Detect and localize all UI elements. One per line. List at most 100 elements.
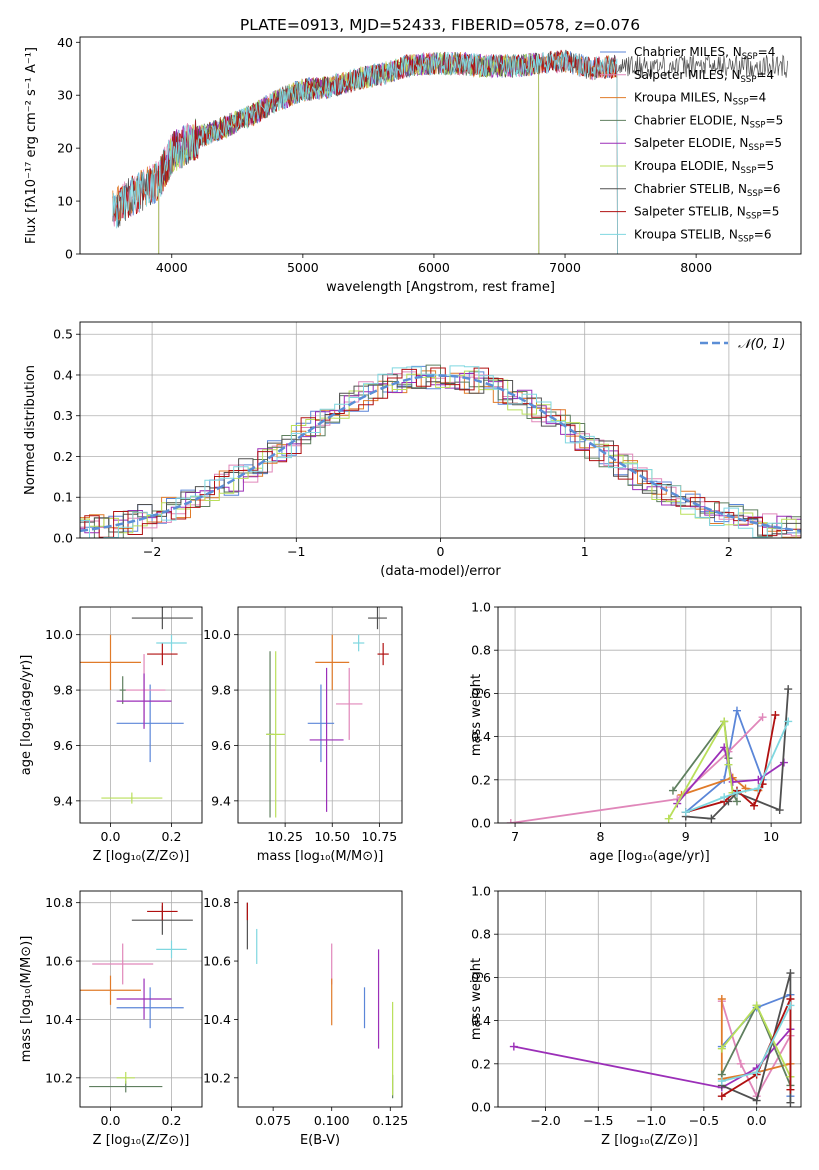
y-tick-label: 10.2 bbox=[45, 1070, 73, 1085]
weight-series bbox=[506, 685, 793, 823]
y-tick-label: 0.2 bbox=[53, 449, 73, 464]
y-tick-label: 10.0 bbox=[45, 627, 73, 642]
spectrum-lines bbox=[112, 49, 788, 254]
x-tick-label: 0 bbox=[437, 544, 445, 559]
x-axis-label: mass [log₁₀(M/M⊙)] bbox=[257, 849, 384, 864]
plot-frame bbox=[237, 890, 403, 1108]
weight-point-marker bbox=[750, 801, 759, 810]
weight-point-marker bbox=[752, 1001, 761, 1010]
x-tick-label: 0.0 bbox=[101, 1113, 121, 1128]
y-axis-label: mass weight bbox=[469, 674, 484, 756]
y-tick-label: 0.4 bbox=[471, 1013, 491, 1028]
y-tick-label: 10.6 bbox=[45, 954, 73, 969]
weight-point-marker bbox=[707, 814, 716, 823]
weight-point-marker bbox=[717, 1044, 726, 1053]
y-tick-label: 0.8 bbox=[471, 927, 491, 942]
y-tick-label: 10.8 bbox=[203, 895, 231, 910]
x-axis-label: wavelength [Angstrom, rest frame] bbox=[326, 280, 555, 295]
y-tick-label: 10.8 bbox=[45, 895, 73, 910]
x-tick-label: 0.2 bbox=[162, 829, 182, 844]
age-vs-mass-panel: 10.25 10.50 10.75 9.4 9.6 9.8 10.0 mass [log₁₀(… bbox=[203, 606, 403, 864]
y-tick-label: 9.4 bbox=[53, 793, 73, 808]
x-tick-label: 9 bbox=[682, 829, 690, 844]
errorbar-marks bbox=[80, 902, 193, 1093]
legend-label: Salpeter ELODIE, NSSP=5 bbox=[634, 136, 782, 153]
plot-frame bbox=[497, 890, 802, 1108]
x-tick-label: 2 bbox=[725, 544, 733, 559]
weight-series-line bbox=[513, 1028, 792, 1089]
y-tick-label: 30 bbox=[57, 88, 73, 103]
weight-point-marker bbox=[752, 1068, 761, 1077]
weight-vs-metallicity-panel: −2.0 −1.5 −1.0 −0.5 0.0 0.0 0.2 0.4 0.6 0.8 1.0 Z [… bbox=[469, 884, 802, 1148]
weight-point-marker bbox=[758, 713, 767, 722]
x-tick-label: −1.0 bbox=[636, 1113, 666, 1128]
weight-point-marker bbox=[509, 1042, 518, 1051]
y-tick-label: 10.6 bbox=[203, 954, 231, 969]
y-tick-label: 0.0 bbox=[471, 1100, 491, 1115]
y-tick-label: 9.8 bbox=[53, 683, 73, 698]
y-tick-label: 9.4 bbox=[211, 793, 231, 808]
y-tick-label: 9.6 bbox=[53, 738, 73, 753]
x-axis-label: Z [log₁₀(Z/Z⊙)] bbox=[93, 849, 190, 864]
y-axis-label: mass weight bbox=[469, 958, 484, 1040]
x-tick-label: 10.75 bbox=[361, 829, 397, 844]
weight-point-marker bbox=[506, 819, 515, 823]
weight-series-line bbox=[510, 716, 764, 823]
x-tick-label: 0.100 bbox=[314, 1113, 350, 1128]
weight-vs-age-panel: 7 8 9 10 0.0 0.2 0.4 0.6 0.8 1.0 age [log₁₀(age/yr… bbox=[469, 600, 802, 864]
x-tick-label: −0.5 bbox=[689, 1113, 719, 1128]
x-tick-label: 6000 bbox=[418, 260, 450, 275]
mass-vs-ebv-panel: 0.075 0.100 0.125 10.2 10.4 10.6 10.8 E(B-V) bbox=[203, 890, 408, 1148]
weight-point-marker bbox=[786, 1085, 795, 1094]
x-tick-label: 8 bbox=[596, 829, 604, 844]
y-tick-label: 0 bbox=[65, 247, 73, 262]
plot-frame bbox=[497, 606, 802, 824]
legend-label: Kroupa ELODIE, NSSP=5 bbox=[634, 159, 774, 176]
x-tick-label: 5000 bbox=[287, 260, 319, 275]
weight-point-marker bbox=[784, 685, 793, 694]
legend-label: Salpeter MILES, NSSP=4 bbox=[634, 68, 774, 85]
figure-title: PLATE=0913, MJD=52433, FIBERID=0578, z=0… bbox=[240, 16, 640, 34]
x-tick-label: −1 bbox=[287, 544, 305, 559]
weight-series bbox=[509, 969, 795, 1107]
weight-point-marker bbox=[724, 760, 733, 769]
y-tick-label: 0.6 bbox=[471, 686, 491, 701]
y-tick-label: 10.4 bbox=[203, 1012, 231, 1027]
x-tick-label: 0.0 bbox=[747, 1113, 767, 1128]
legend-label: 𝒩(0, 1) bbox=[738, 337, 785, 352]
y-tick-label: 0.4 bbox=[53, 367, 73, 382]
y-tick-label: 10.0 bbox=[203, 627, 231, 642]
spectrum-legend: Chabrier MILES, NSSP=4 Salpeter MILES, NS… bbox=[600, 45, 783, 244]
weight-point-marker bbox=[786, 969, 795, 978]
y-axis-label: mass [log₁₀(M/M⊙)] bbox=[19, 936, 34, 1063]
spectrum-series-line bbox=[112, 51, 618, 254]
y-tick-label: 9.8 bbox=[211, 683, 231, 698]
normal-curve bbox=[80, 374, 801, 533]
y-tick-label: 40 bbox=[57, 35, 73, 50]
weight-point-marker bbox=[736, 1059, 745, 1068]
weight-point-marker bbox=[668, 786, 677, 795]
legend-label: Kroupa MILES, NSSP=4 bbox=[634, 91, 766, 108]
y-tick-label: 0.4 bbox=[471, 729, 491, 744]
weight-point-marker bbox=[775, 806, 784, 815]
x-axis-label: age [log₁₀(age/yr)] bbox=[589, 849, 710, 864]
weight-point-marker bbox=[786, 1001, 795, 1010]
y-tick-label: 0.5 bbox=[53, 327, 73, 342]
histogram-step-line bbox=[80, 367, 801, 538]
x-axis-label: E(B-V) bbox=[300, 1133, 340, 1148]
legend-label: Kroupa STELIB, NSSP=6 bbox=[634, 227, 772, 244]
spectrum-series-line bbox=[112, 49, 618, 254]
y-tick-label: 0.2 bbox=[471, 772, 491, 787]
plot-frame bbox=[237, 606, 403, 824]
residuals-legend: 𝒩(0, 1) bbox=[700, 337, 785, 352]
weight-point-marker bbox=[752, 1096, 761, 1105]
x-tick-label: −2 bbox=[143, 544, 161, 559]
weight-point-marker bbox=[732, 706, 741, 715]
plot-frame bbox=[79, 606, 203, 824]
mass-vs-metallicity-panel: 0.0 0.2 10.2 10.4 10.6 10.8 Z [log₁₀(Z/Z⊙)] mas… bbox=[19, 890, 203, 1148]
x-tick-label: 7 bbox=[511, 829, 519, 844]
legend-label: Chabrier STELIB, NSSP=6 bbox=[634, 182, 781, 199]
weight-point-marker bbox=[717, 1092, 726, 1101]
x-tick-label: 10 bbox=[763, 829, 779, 844]
y-tick-label: 0.6 bbox=[471, 970, 491, 985]
